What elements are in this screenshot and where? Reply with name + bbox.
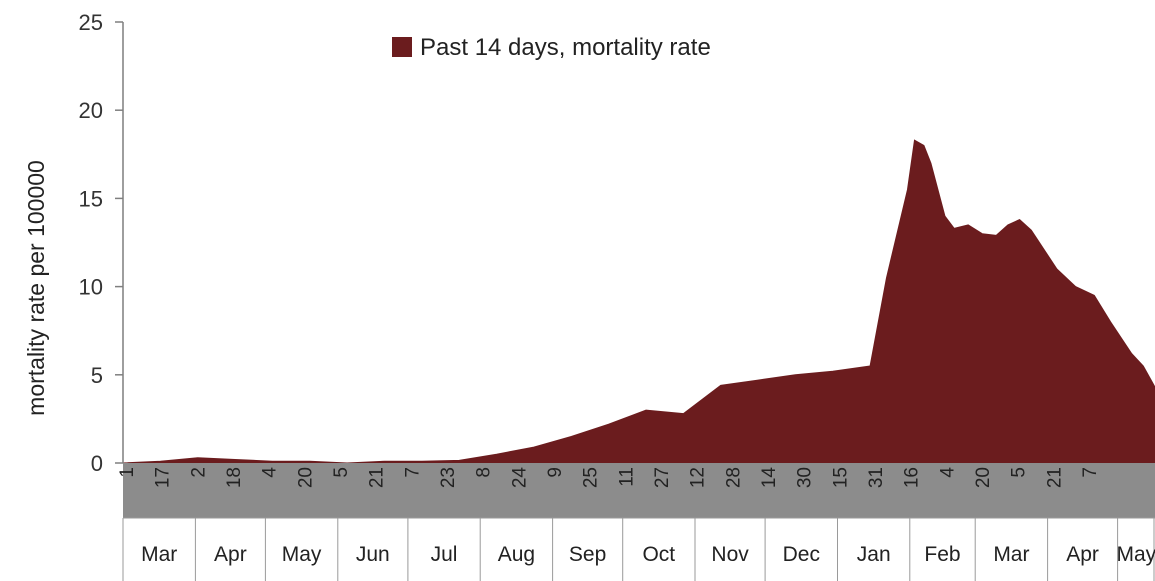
y-axis-title: mortality rate per 100000 xyxy=(23,160,49,416)
month-label: Jan xyxy=(857,543,891,566)
y-tick-label: 25 xyxy=(79,10,103,35)
date-tick-label: 21 xyxy=(1044,467,1065,488)
date-tick-label: 20 xyxy=(295,467,316,488)
date-tick-label: 27 xyxy=(652,467,673,488)
month-axis: Mar Apr May Jun Jul Aug Sep Oct Nov Dec Jan Feb Mar A… xyxy=(122,517,1155,581)
date-tick-label: 31 xyxy=(866,467,887,488)
date-tick-label: 4 xyxy=(260,467,281,478)
month-label: Mar xyxy=(993,543,1029,566)
y-tick-label: 20 xyxy=(79,98,103,123)
month-label: Nov xyxy=(711,543,749,566)
date-tick-label: 15 xyxy=(830,467,851,488)
y-tick-label: 5 xyxy=(91,363,103,388)
month-label: Apr xyxy=(1066,543,1099,566)
date-tick-label: 28 xyxy=(723,467,744,488)
month-label: May xyxy=(1116,543,1155,566)
legend-swatch xyxy=(392,37,412,57)
y-axis: 0 5 10 15 20 25 xyxy=(79,10,124,476)
area-layer xyxy=(122,139,1155,464)
month-label: Mar xyxy=(141,543,177,566)
date-tick-label: 16 xyxy=(902,467,923,488)
date-tick-label: 24 xyxy=(509,467,530,489)
date-band xyxy=(123,463,1155,518)
date-tick-label: 23 xyxy=(438,467,459,488)
date-tick-label: 9 xyxy=(545,467,566,478)
month-label: Jun xyxy=(356,543,390,566)
date-tick-label: 12 xyxy=(688,467,709,488)
legend-label: Past 14 days, mortality rate xyxy=(420,34,711,61)
date-tick-label: 5 xyxy=(1009,467,1030,478)
y-tick-label: 0 xyxy=(91,451,103,476)
month-label: Aug xyxy=(498,543,535,566)
date-tick-label: 7 xyxy=(1080,467,1101,478)
month-label: Oct xyxy=(642,543,675,566)
date-tick-label: 17 xyxy=(153,467,174,488)
date-band-fill xyxy=(123,463,1155,518)
month-label: Jul xyxy=(431,543,458,566)
month-label: May xyxy=(282,543,322,566)
month-label: Sep xyxy=(569,543,606,566)
y-tick-label: 15 xyxy=(79,186,103,211)
date-tick-label: 5 xyxy=(331,467,352,478)
date-tick-label: 18 xyxy=(224,467,245,488)
date-tick-label: 4 xyxy=(937,467,958,478)
date-tick-label: 7 xyxy=(402,467,423,478)
date-tick-labels: 1 17 2 18 4 20 5 21 7 23 8 24 9 25 11 27 12 28 14 30 15 31 16 4… xyxy=(117,467,1101,489)
date-tick-label: 20 xyxy=(973,467,994,488)
date-tick-label: 11 xyxy=(616,467,637,487)
date-tick-label: 30 xyxy=(795,467,816,488)
date-tick-label: 2 xyxy=(188,467,209,478)
legend: Past 14 days, mortality rate xyxy=(392,34,711,61)
y-tick-label: 10 xyxy=(79,275,103,300)
mortality-area xyxy=(122,139,1155,464)
date-tick-label: 14 xyxy=(759,467,780,489)
date-tick-label: 1 xyxy=(117,467,138,478)
date-tick-label: 8 xyxy=(474,467,495,478)
month-label: Feb xyxy=(924,543,960,566)
month-label: Apr xyxy=(214,543,247,566)
date-tick-label: 25 xyxy=(581,467,602,488)
month-label: Dec xyxy=(783,543,820,566)
date-tick-label: 21 xyxy=(367,467,388,488)
